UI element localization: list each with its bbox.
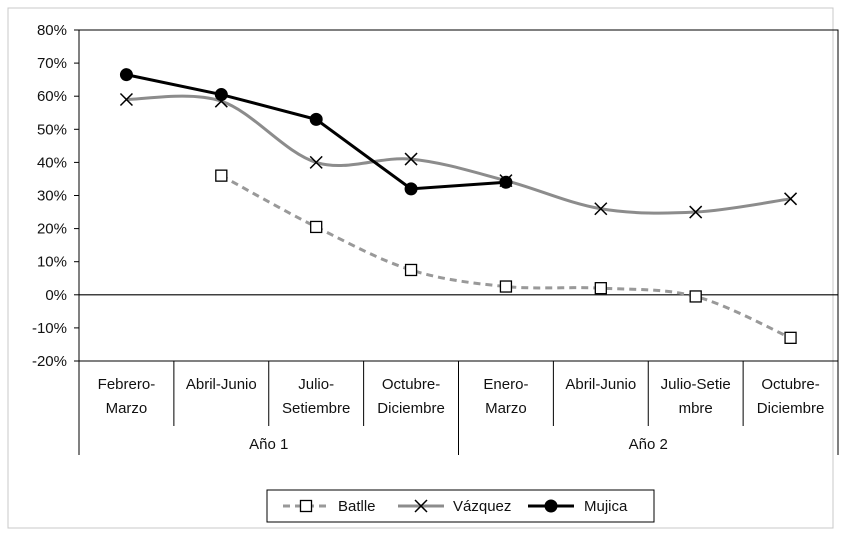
data-point-vazquez	[119, 92, 133, 107]
y-tick-label: 0%	[45, 287, 67, 304]
series-vazquez	[119, 92, 798, 219]
data-point-batlle	[310, 220, 323, 234]
data-point-vazquez	[309, 155, 323, 169]
category-label: Octubre-	[761, 376, 819, 393]
y-tick-label: 40%	[37, 154, 67, 171]
data-point-batlle	[689, 290, 702, 303]
category-label: Marzo	[485, 400, 527, 417]
y-tick-label: 20%	[37, 221, 67, 238]
data-point-vazquez	[404, 152, 418, 166]
data-point-vazquez	[594, 202, 608, 216]
series-batlle	[215, 169, 797, 344]
legend-label: Batlle	[338, 498, 376, 515]
series-mujica	[119, 68, 513, 196]
category-label: Diciembre	[757, 400, 825, 417]
category-label: Marzo	[106, 400, 148, 417]
category-label: Setiembre	[282, 400, 350, 417]
data-point-batlle	[784, 331, 797, 344]
y-tick-label: -20%	[32, 353, 67, 370]
legend-label: Vázquez	[453, 498, 511, 515]
data-point-batlle	[404, 263, 418, 277]
legend-marker	[414, 499, 428, 513]
legend-marker	[544, 499, 558, 513]
data-point-mujica	[309, 112, 323, 126]
legend-marker	[299, 499, 313, 513]
series-line-batlle	[220, 174, 792, 340]
data-point-batlle	[499, 280, 513, 293]
category-label: Enero-	[483, 376, 528, 393]
y-tick-label: 30%	[37, 188, 67, 205]
data-point-vazquez	[689, 205, 703, 219]
category-label: mbre	[679, 400, 713, 417]
category-label: Julio-	[298, 376, 334, 393]
legend-entry-vazquez: Vázquez	[398, 498, 511, 515]
category-label: Julio-Setie	[661, 376, 731, 393]
y-tick-label: 60%	[37, 88, 67, 105]
category-label: Octubre-	[382, 376, 440, 393]
data-point-mujica	[499, 175, 513, 189]
category-label: Abril-Junio	[186, 376, 257, 393]
series-layer	[119, 68, 798, 344]
category-label: Diciembre	[377, 400, 445, 417]
data-point-mujica	[404, 182, 418, 196]
y-tick-label: 80%	[37, 22, 67, 39]
data-point-batlle	[594, 282, 607, 295]
axes: 80% 70% 60% 50% 40% 30% 20% 10% 0% -10% -20%	[32, 22, 839, 370]
data-point-batlle	[215, 169, 228, 182]
series-line-mujica	[126, 73, 507, 191]
group-label: Año 2	[629, 436, 668, 453]
group-label: Año 1	[249, 436, 288, 453]
legend-entry-mujica: Mujica	[528, 498, 628, 515]
data-point-mujica	[214, 88, 228, 102]
y-tick-label: 70%	[37, 55, 67, 72]
plot-area	[78, 29, 839, 362]
series-line-vazquez	[126, 94, 791, 215]
legend-label: Mujica	[584, 498, 628, 515]
data-point-mujica	[119, 68, 133, 82]
legend: Batlle Vázquez Mujica	[266, 489, 655, 523]
y-tick-label: -10%	[32, 320, 67, 337]
category-label: Abril-Junio	[565, 376, 636, 393]
data-point-vazquez	[784, 192, 798, 206]
legend-box	[266, 489, 655, 523]
y-tick-label: 10%	[37, 254, 67, 271]
category-label: Febrero-	[98, 376, 156, 393]
legend-entry-batlle: Batlle	[283, 498, 376, 515]
outer-frame	[7, 7, 834, 529]
y-tick-label: 50%	[37, 121, 67, 138]
